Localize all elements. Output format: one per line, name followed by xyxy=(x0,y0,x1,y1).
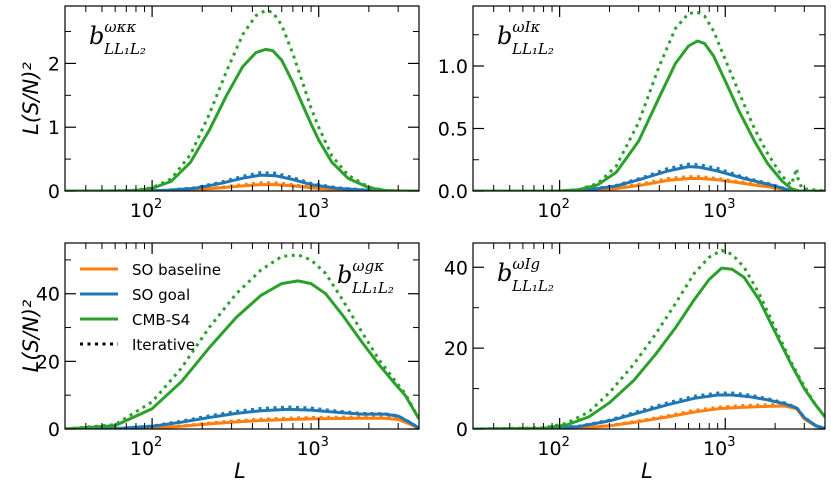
legend-label: Iterative xyxy=(132,336,195,354)
axes-frame xyxy=(472,242,826,430)
y-tick-label: 0.5 xyxy=(438,119,468,141)
series-line-cmb-s4 xyxy=(65,47,419,191)
x-tick-label: 102 xyxy=(130,435,162,460)
series-line-so-goal-iterative xyxy=(65,171,419,191)
legend-label: SO goal xyxy=(132,286,190,304)
panel-bottom-left: 102 103 0 20 40 bωgκ LL₁L₂ L(S/N)² L xyxy=(19,242,420,483)
panel-title: bωIg LL₁L₂ xyxy=(497,255,554,295)
panel-title: bωκκ LL₁L₂ xyxy=(89,18,146,58)
series-line-cmb-s4-iterative xyxy=(65,9,419,191)
series-line-so-goal-iterative xyxy=(473,162,825,191)
legend: SO baseline SO goal CMB-S4 Iterative xyxy=(80,261,221,354)
y-tick-label: 0 xyxy=(48,419,60,441)
series-line-so-goal-iterative xyxy=(65,405,419,429)
series-line-so-goal xyxy=(473,393,825,429)
x-tick-label: 103 xyxy=(296,435,328,460)
series-line-so-goal-iterative xyxy=(473,391,825,429)
y-tick-label: 20 xyxy=(36,351,60,373)
axes-frame xyxy=(64,5,420,192)
y-tick-label: 40 xyxy=(36,284,60,306)
x-axis-label: L xyxy=(641,459,653,483)
legend-label: CMB-S4 xyxy=(132,311,190,329)
x-tick-label: 103 xyxy=(296,197,328,222)
y-tick-label: 2 xyxy=(48,53,60,75)
panel-top-left: 102 103 0 1 2 bωκκ LL₁L₂ L(S/N)² xyxy=(19,5,420,222)
y-tick-label: 40 xyxy=(444,257,468,279)
y-tick-label: 0 xyxy=(48,181,60,203)
panel-top-right: 102 103 0.0 0.5 1.0 bωIκ LL₁L₂ xyxy=(438,5,826,222)
series-line-so-baseline-iterative xyxy=(473,402,825,429)
x-tick-label: 102 xyxy=(537,435,569,460)
axes-frame xyxy=(472,5,826,192)
y-tick-label: 20 xyxy=(444,338,468,360)
x-tick-label: 103 xyxy=(703,197,735,222)
x-axis-label: L xyxy=(234,459,246,483)
series-line-cmb-s4 xyxy=(473,39,825,191)
x-tick-label: 102 xyxy=(130,197,162,222)
series-line-so-goal xyxy=(65,173,419,191)
series-line-cmb-s4 xyxy=(65,279,419,429)
series-line-cmb-s4-iterative xyxy=(473,248,825,429)
panel-title: bωgκ LL₁L₂ xyxy=(337,257,394,297)
y-axis-label: L(S/N)² xyxy=(19,299,43,372)
panel-title: bωIκ LL₁L₂ xyxy=(497,18,554,58)
x-tick-label: 102 xyxy=(537,197,569,222)
y-tick-label: 1.0 xyxy=(438,56,468,78)
axes-frame xyxy=(64,242,420,430)
y-tick-label: 1 xyxy=(48,117,60,139)
series-line-cmb-s4-iterative xyxy=(473,10,825,191)
legend-label: SO baseline xyxy=(132,261,221,279)
y-tick-label: 0 xyxy=(456,419,468,441)
x-tick-label: 103 xyxy=(703,435,735,460)
y-tick-label: 0.0 xyxy=(438,181,468,203)
series-line-so-baseline xyxy=(65,416,419,429)
panel-bottom-right: 102 103 0 20 40 bωIg LL₁L₂ L xyxy=(444,242,826,483)
y-axis-label: L(S/N)² xyxy=(19,62,43,135)
